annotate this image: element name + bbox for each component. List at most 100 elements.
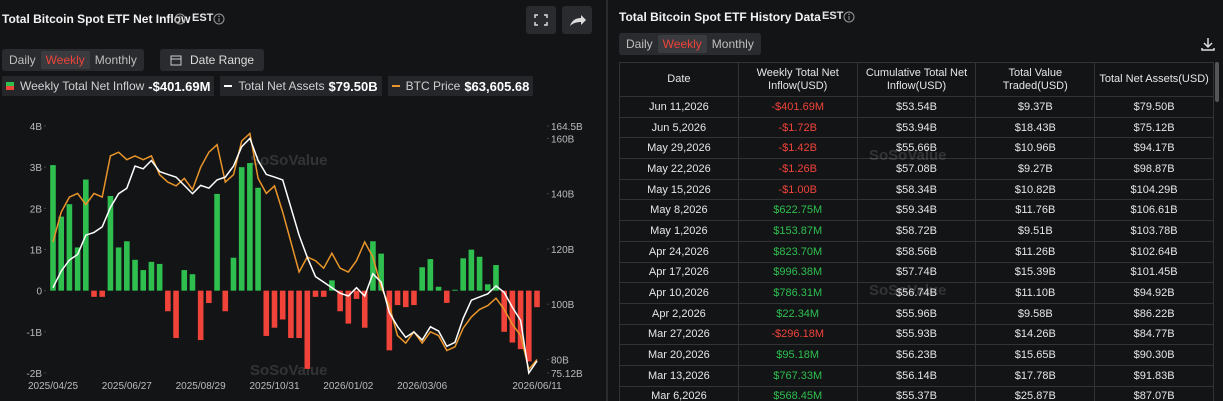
legend-value: $79.50B (328, 78, 378, 94)
bar (148, 261, 155, 291)
info-icon[interactable] (843, 11, 855, 23)
tab[interactable]: Monthly (94, 53, 137, 67)
y-tick-label: -1B (26, 328, 42, 339)
column-header: Cumulative Total Net Inflow(USD) (856, 62, 977, 97)
bar (91, 290, 97, 297)
info-icon[interactable] (174, 13, 186, 25)
bar (263, 290, 270, 336)
bar (320, 290, 327, 297)
bar (124, 241, 130, 291)
scrollbar[interactable] (1215, 62, 1219, 102)
y2-tick-label: 80B (551, 356, 569, 367)
tab[interactable]: Daily (9, 53, 36, 67)
y2-tick-label: 164.5B (551, 122, 583, 133)
legend-label: BTC Price (405, 79, 461, 93)
watermark: SoSoValue (869, 147, 947, 164)
table-cell: $87.07B (1094, 385, 1214, 401)
table-cell: $9.51B (975, 220, 1096, 242)
legend-swatch (6, 82, 14, 90)
bar (181, 270, 188, 291)
date-range-button[interactable]: Date Range (160, 49, 265, 71)
bar (99, 290, 106, 297)
calendar-icon (170, 55, 182, 66)
chart: SoSoValue SoSoValue 4B 3B 2B 1B 0 -1B -2B 164.5… (26, 122, 583, 392)
bar (214, 193, 220, 291)
y2-tick-label: 75.12B (551, 369, 583, 380)
bar (255, 187, 261, 291)
watermark: SoSoValue (869, 282, 947, 299)
table-cell: $10.82B (975, 178, 1096, 201)
bar (107, 195, 114, 291)
bar (230, 257, 237, 291)
bar (525, 290, 532, 362)
legend-label: Weekly Total Net Inflow (20, 79, 145, 93)
bar (189, 274, 196, 291)
x-tick-label: 2025/04/25 (28, 381, 78, 392)
y2-tick-label: 160B (551, 134, 575, 145)
table-cell: $79.50B (1094, 96, 1214, 118)
watermark-layer: SoSoValue SoSoValue (869, 147, 947, 299)
y2-tick-label: 120B (551, 245, 575, 256)
table-cell: $55.66B (856, 137, 977, 160)
bar (370, 241, 376, 291)
download-button[interactable] (1200, 36, 1216, 52)
panel-title: Total Bitcoin Spot ETF History Data (619, 10, 821, 24)
legend-item: Total Net Assets $79.50B (220, 76, 382, 96)
table-row: Mar 13,2026 $767.33M $56.14B $17.78B $91.83B (619, 364, 1214, 387)
bar (427, 259, 434, 291)
table-row: Mar 6,2026 $568.45M $55.37B $25.87B $87.07B (619, 385, 1214, 401)
bar (115, 247, 122, 291)
panel-title: Total Bitcoin Spot ETF Net Inflow (2, 12, 191, 26)
bar (156, 263, 163, 291)
y-tick-label: 3B (30, 163, 43, 174)
bar (74, 247, 81, 291)
table-cell: $103.78B (1094, 220, 1214, 242)
x-tick-label: 2026/06/11 (512, 381, 562, 392)
legend-swatch (224, 85, 233, 87)
bar (509, 290, 516, 343)
bar (484, 284, 491, 291)
expand-button[interactable] (526, 6, 556, 34)
table-cell: $9.27B (975, 158, 1096, 180)
bar (493, 265, 499, 291)
bar (222, 290, 229, 312)
bar (435, 286, 442, 291)
bar (173, 290, 179, 339)
y-tick-label: 0 (36, 287, 42, 298)
tab[interactable]: Daily (626, 37, 653, 51)
x-tick-label: 2025/06/27 (102, 381, 152, 392)
tab[interactable]: Monthly (711, 37, 754, 51)
line (52, 132, 538, 371)
bar (361, 290, 368, 328)
timezone: EST (192, 12, 214, 24)
y2-tick-label: 140B (551, 190, 575, 201)
table-row: Apr 10,2026 $786.31M $56.74B $11.10B $94.92B (619, 282, 1214, 304)
tab[interactable]: Weekly (657, 35, 707, 53)
left-panel: Total Bitcoin Spot ETF Net Inflow EST Da… (0, 0, 606, 401)
table-cell: $823.70M (737, 240, 858, 263)
info-icon[interactable] (213, 13, 225, 25)
bar (140, 270, 147, 291)
y-tick-label: -2B (26, 369, 42, 380)
table-row: May 22,2026 -$1.26B $57.08B $9.27B $98.87B (619, 158, 1214, 180)
bar (58, 216, 65, 291)
x-tick-label: 2026/03/06 (397, 381, 447, 392)
bar (345, 290, 352, 324)
share-button[interactable] (562, 6, 592, 34)
table-cell: Apr 10,2026 (619, 282, 739, 304)
table-row: Mar 27,2026 -$296.18M $55.93B $14.26B $84.77… (619, 323, 1214, 346)
table-cell: -$401.69M (737, 96, 858, 118)
legend-item: Weekly Total Net Inflow -$401.69M (2, 76, 215, 96)
bar (271, 290, 278, 328)
table-cell: May 29,2026 (619, 137, 739, 160)
bar (288, 290, 294, 339)
column-header: Total Value Traded(USD) (975, 62, 1096, 97)
table-cell: $106.61B (1094, 199, 1214, 222)
bar (337, 290, 343, 312)
table-cell: Jun 5,2026 (619, 116, 739, 139)
bar (206, 290, 212, 304)
bar (247, 163, 253, 291)
bar (50, 165, 56, 291)
tab[interactable]: Weekly (40, 51, 90, 69)
